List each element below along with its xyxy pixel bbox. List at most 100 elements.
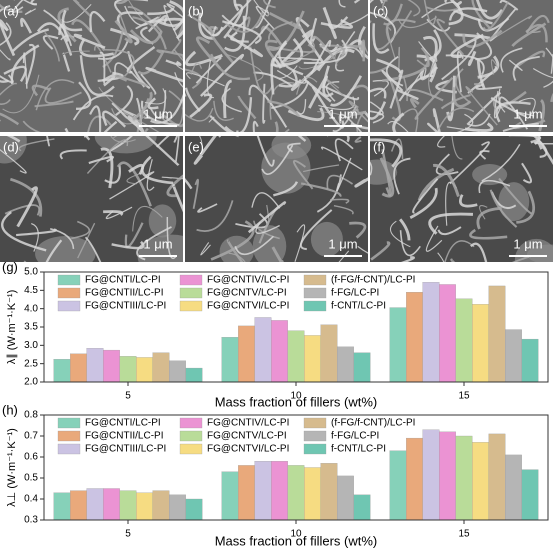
legend-swatch [58,288,80,298]
x-tick-label: 5 [125,391,131,402]
scale-bar-label: 1 μm [328,106,357,121]
bar [489,434,506,520]
bar [489,286,506,382]
bar [87,489,104,521]
x-tick-label: 5 [125,529,131,540]
legend-swatch [180,275,202,285]
bar [120,356,137,382]
bar [136,357,153,382]
legend-label: FG@CNTI/LC-PI [85,418,161,429]
legend-label: (f-FG/f-CNT)/LC-PI [331,275,415,286]
bar [255,317,272,382]
legend-swatch [304,288,326,298]
legend-swatch [58,418,80,428]
bar [456,436,473,520]
bar [103,489,120,521]
y-tick-label: 0.6 [24,452,38,463]
y-tick-label: 0.7 [24,431,38,442]
y-tick-label: 0.3 [24,515,38,526]
legend-label: FG@CNTII/LC-PI [85,431,164,442]
bar [87,348,104,382]
panel-label: (e) [188,139,204,154]
bar [288,331,305,382]
bar [120,491,137,520]
bar [472,304,489,382]
legend-swatch [58,301,80,311]
legend-swatch [304,301,326,311]
x-tick-label: 15 [458,529,470,540]
y-tick-label: 2.5 [24,358,38,369]
bar [186,499,203,520]
bar [354,495,371,520]
sem-texture [339,109,554,288]
legend-label: f-CNT/LC-PI [331,301,386,312]
bar [423,430,440,520]
legend-label: FG@CNTII/LC-PI [85,288,164,299]
sem-image: (c)1 μm [347,0,554,157]
legend-swatch [180,431,202,441]
bar [169,361,186,382]
legend-swatch [304,431,326,441]
legend-label: FG@CNTIV/LC-PI [207,275,289,286]
legend-swatch [58,275,80,285]
y-tick-label: 2.0 [24,377,38,388]
legend-label: FG@CNTI/LC-PI [85,275,161,286]
y-tick-label: 3.0 [24,340,38,351]
legend-label: FG@CNTIII/LC-PI [85,444,166,455]
legend-swatch [180,444,202,454]
bar [390,308,407,382]
bar [406,292,423,382]
y-axis-label: λ⊥ (W·m⁻¹·K⁻¹) [6,428,18,507]
legend-swatch [180,301,202,311]
sem-texture [347,0,554,157]
legend-swatch [58,444,80,454]
bar [153,491,170,520]
bar [522,470,539,520]
bar [439,432,456,520]
bar [472,442,489,520]
bar [186,368,203,382]
scale-bar-label: 1 μm [513,106,542,121]
bar [423,282,440,382]
fiber [451,260,482,288]
sem-image: (f)1 μm [339,109,554,288]
bar [54,493,71,520]
bar [456,299,473,382]
panel-label: (g) [2,259,18,274]
bar [288,465,305,520]
bar [153,353,170,382]
panel-label: (a) [3,3,19,18]
legend-label: FG@CNTVI/LC-PI [207,444,289,455]
x-tick-label: 10 [290,391,302,402]
legend-swatch [304,275,326,285]
fiber [399,47,400,72]
scale-bar-label: 1 μm [143,236,172,251]
bar [238,326,255,382]
bar [271,461,288,520]
bar [54,359,71,382]
y-tick-label: 0.8 [24,410,38,421]
legend-swatch [304,444,326,454]
bar [169,495,186,520]
y-tick-label: 4.0 [24,303,38,314]
legend-swatch [180,418,202,428]
scale-bar-label: 1 μm [143,106,172,121]
bar [390,451,407,520]
legend-label: FG@CNTVI/LC-PI [207,301,289,312]
bar [70,491,87,520]
bar [103,350,120,382]
legend-swatch [58,431,80,441]
bar [406,438,423,520]
flake [498,182,529,221]
bar [304,335,321,382]
panel-label: (b) [188,3,204,18]
legend-label: f-CNT/LC-PI [331,444,386,455]
legend-swatch [304,418,326,428]
bar [255,461,272,520]
bar [321,325,338,382]
y-tick-label: 0.5 [24,473,38,484]
bar [505,330,522,382]
x-tick-label: 10 [290,529,302,540]
panel-label: (h) [2,402,18,417]
